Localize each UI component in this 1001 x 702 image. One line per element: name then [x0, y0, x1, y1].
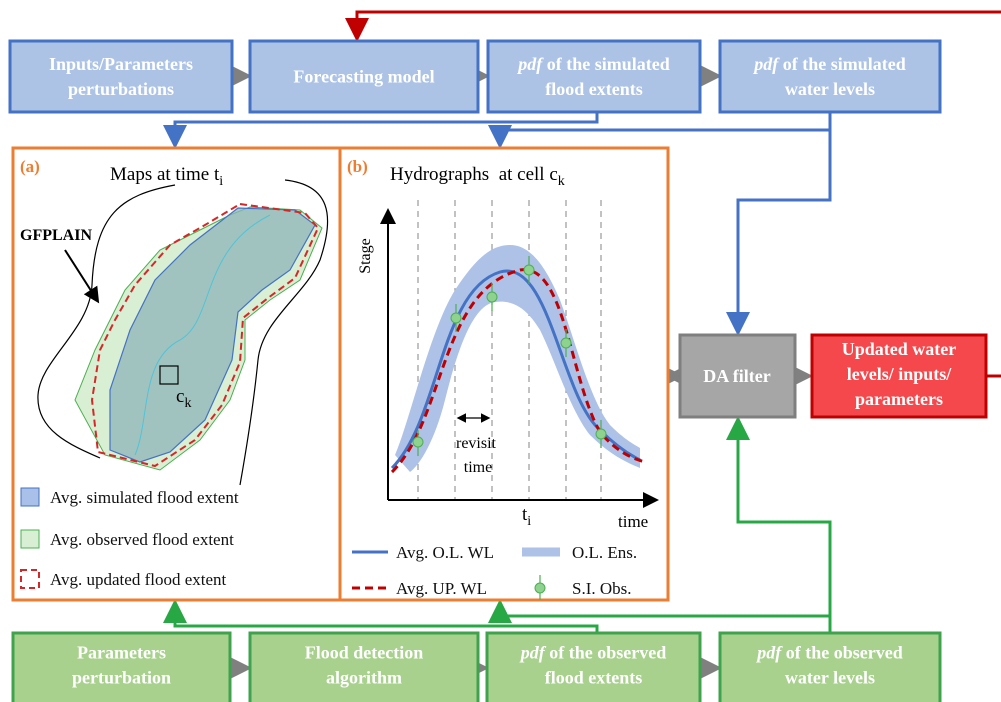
box-label: pdf of the simulated [516, 54, 670, 74]
panel-b [340, 148, 668, 600]
legend-swatch [21, 530, 39, 548]
process-box [488, 41, 700, 112]
box-label: flood extents [545, 668, 643, 688]
process-box [720, 41, 940, 112]
box-label: pdf of the observed [755, 643, 902, 663]
legend-label: Avg. observed flood extent [50, 530, 234, 549]
box-label: algorithm [326, 668, 402, 688]
subscript: k [558, 174, 565, 189]
gfplain-label: GFPLAIN [20, 227, 92, 244]
italic-term: pdf [516, 54, 544, 74]
legend-label: Avg. updated flood extent [50, 570, 227, 589]
italic-term: pdf [755, 643, 783, 663]
box-label: water levels [785, 79, 875, 99]
box-label: pdf of the observed [519, 643, 666, 663]
italic-term: pdf [752, 54, 780, 74]
revisit-label: revisit [456, 435, 497, 452]
box-label: levels/ inputs/ [847, 364, 953, 384]
box-text: of the observed [545, 643, 666, 663]
panel-tag: (b) [347, 157, 368, 176]
title-text: Maps at time t [110, 164, 220, 185]
revisit-label: time [464, 459, 492, 476]
italic-term: pdf [519, 643, 547, 663]
legend-label: Avg. O.L. WL [396, 543, 494, 562]
da-filter-label: DA filter [703, 366, 770, 386]
box-label: Forecasting model [293, 67, 434, 87]
title-text: Hydrographs at cell c [390, 164, 558, 185]
subscript: i [219, 174, 223, 189]
box-label: Parameters [77, 643, 166, 663]
box-label: flood extents [545, 79, 643, 99]
box-label: Flood detection [305, 643, 424, 663]
box-label: parameters [855, 389, 943, 409]
legend-label: S.I. Obs. [572, 579, 632, 598]
box-text: of the simulated [542, 54, 670, 74]
box-text: of the observed [781, 643, 902, 663]
diagram: Inputs/Parameters perturbations Forecastin… [0, 0, 1001, 702]
legend-label: O.L. Ens. [572, 543, 637, 562]
panel-tag: (a) [20, 157, 40, 176]
process-box [10, 41, 232, 112]
x-axis-label: time [618, 512, 648, 531]
box-label: water levels [785, 668, 875, 688]
box-text: of the simulated [778, 54, 906, 74]
box-label: perturbations [68, 79, 174, 99]
subscript: i [527, 514, 531, 529]
y-axis-label: Stage [357, 238, 374, 274]
box-label: Inputs/Parameters [49, 54, 193, 74]
cell-text: c [176, 386, 184, 407]
legend-swatch [21, 488, 39, 506]
box-label: pdf of the simulated [752, 54, 906, 74]
legend-label: Avg. simulated flood extent [50, 488, 239, 507]
subscript: k [184, 396, 191, 411]
legend-label: Avg. UP. WL [396, 579, 487, 598]
box-label: perturbation [72, 668, 171, 688]
box-label: Updated water [842, 339, 957, 359]
